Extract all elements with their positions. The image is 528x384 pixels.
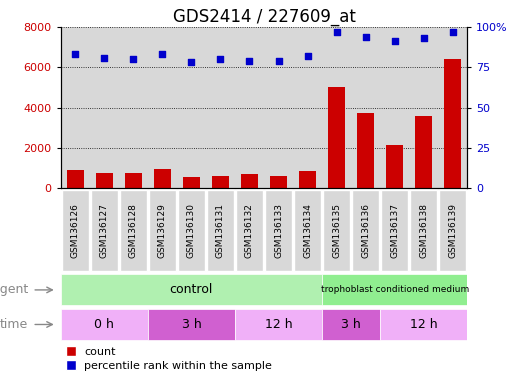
Bar <box>183 177 200 188</box>
Text: 12 h: 12 h <box>410 318 438 331</box>
Bar <box>241 174 258 188</box>
Bar <box>270 176 287 188</box>
Text: GSM136136: GSM136136 <box>361 203 370 258</box>
Bar <box>67 170 84 188</box>
Text: GSM136139: GSM136139 <box>448 203 457 258</box>
Text: 0 h: 0 h <box>95 318 114 331</box>
Text: 3 h: 3 h <box>182 318 201 331</box>
Text: GSM136128: GSM136128 <box>129 203 138 258</box>
FancyBboxPatch shape <box>61 309 148 340</box>
Point <box>158 51 167 57</box>
Text: GSM136135: GSM136135 <box>332 203 341 258</box>
Text: GSM136126: GSM136126 <box>71 203 80 258</box>
Text: GSM136130: GSM136130 <box>187 203 196 258</box>
Bar <box>154 169 171 188</box>
FancyBboxPatch shape <box>148 309 235 340</box>
Bar <box>96 173 113 188</box>
Bar <box>444 59 461 188</box>
Point <box>71 51 80 57</box>
Point <box>216 56 225 62</box>
FancyBboxPatch shape <box>322 309 380 340</box>
Bar <box>386 145 403 188</box>
FancyBboxPatch shape <box>352 190 379 271</box>
FancyBboxPatch shape <box>380 309 467 340</box>
Point <box>333 29 341 35</box>
FancyBboxPatch shape <box>265 190 292 271</box>
FancyBboxPatch shape <box>323 190 350 271</box>
FancyBboxPatch shape <box>439 190 466 271</box>
Bar <box>212 176 229 188</box>
Text: 3 h: 3 h <box>341 318 361 331</box>
Bar <box>299 171 316 188</box>
Bar <box>125 173 142 188</box>
Text: GSM136127: GSM136127 <box>100 203 109 258</box>
FancyBboxPatch shape <box>235 309 322 340</box>
Text: time: time <box>0 318 28 331</box>
Bar <box>415 116 432 188</box>
FancyBboxPatch shape <box>91 190 118 271</box>
Point <box>100 55 109 61</box>
Text: agent: agent <box>0 283 28 296</box>
FancyBboxPatch shape <box>61 274 322 306</box>
Text: GSM136138: GSM136138 <box>419 203 428 258</box>
Point <box>303 53 312 59</box>
Text: 12 h: 12 h <box>265 318 293 331</box>
Bar <box>357 113 374 188</box>
Point <box>129 56 138 62</box>
FancyBboxPatch shape <box>149 190 176 271</box>
Point <box>275 58 283 64</box>
Text: GSM136132: GSM136132 <box>245 203 254 258</box>
Point <box>187 59 196 65</box>
Text: control: control <box>169 283 213 296</box>
Point <box>449 29 457 35</box>
FancyBboxPatch shape <box>294 190 321 271</box>
Text: GSM136133: GSM136133 <box>274 203 283 258</box>
Legend: count, percentile rank within the sample: count, percentile rank within the sample <box>67 347 272 371</box>
Point <box>391 38 399 45</box>
Bar <box>328 88 345 188</box>
FancyBboxPatch shape <box>236 190 263 271</box>
FancyBboxPatch shape <box>410 190 437 271</box>
Point <box>361 33 370 40</box>
Text: trophoblast conditioned medium: trophoblast conditioned medium <box>320 285 469 295</box>
Text: GSM136134: GSM136134 <box>303 203 312 258</box>
Title: GDS2414 / 227609_at: GDS2414 / 227609_at <box>173 8 355 26</box>
FancyBboxPatch shape <box>120 190 147 271</box>
Point <box>245 58 254 64</box>
FancyBboxPatch shape <box>178 190 205 271</box>
FancyBboxPatch shape <box>322 274 467 306</box>
FancyBboxPatch shape <box>381 190 408 271</box>
Text: GSM136131: GSM136131 <box>216 203 225 258</box>
FancyBboxPatch shape <box>207 190 234 271</box>
FancyBboxPatch shape <box>62 190 89 271</box>
Point <box>420 35 428 41</box>
Text: GSM136129: GSM136129 <box>158 203 167 258</box>
Text: GSM136137: GSM136137 <box>390 203 399 258</box>
